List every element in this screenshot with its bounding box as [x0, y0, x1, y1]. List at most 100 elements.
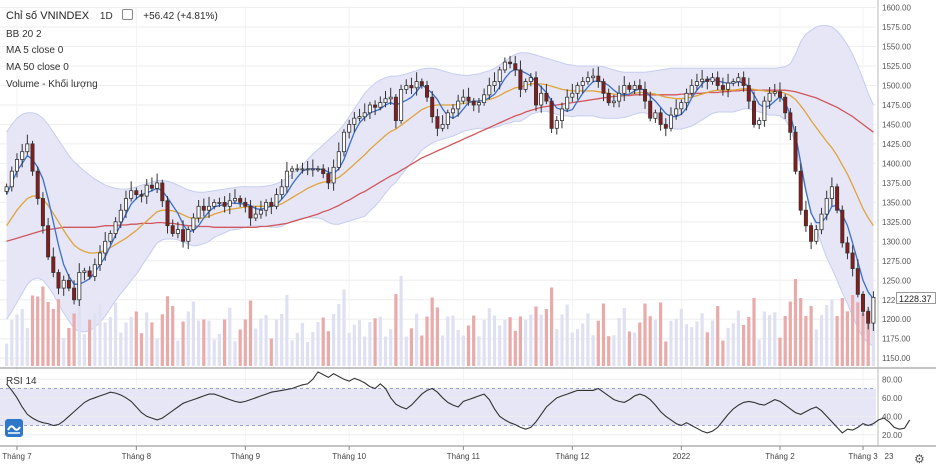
x-tick-label: Tháng 12	[555, 452, 589, 461]
candle	[383, 90, 388, 108]
candle	[124, 190, 129, 218]
candle	[51, 247, 56, 278]
volume-bar	[788, 301, 792, 366]
volume-bar	[555, 329, 559, 366]
candle-body	[528, 77, 533, 82]
candle-body	[393, 96, 398, 121]
indicator-rsi[interactable]: RSI 14	[6, 376, 37, 387]
candle-body	[466, 96, 471, 102]
candle-body	[502, 61, 507, 71]
candle	[549, 97, 554, 134]
candle-body	[124, 198, 129, 211]
volume-bar	[487, 308, 491, 366]
volume-bar	[389, 329, 393, 366]
candle-body	[66, 279, 71, 289]
candle	[783, 94, 788, 119]
volume-bar	[524, 320, 528, 366]
price-tick-label: 1175.00	[882, 335, 911, 344]
candle-body	[861, 293, 866, 312]
candle	[186, 226, 191, 250]
volume-bar	[56, 299, 61, 366]
x-tick-label: Tháng 8	[122, 452, 152, 461]
volume-bar	[560, 314, 564, 366]
volume-bar	[716, 306, 720, 366]
volume-bar	[10, 320, 14, 366]
candle-body	[492, 81, 497, 86]
candle	[653, 109, 658, 123]
candle	[258, 200, 263, 219]
volume-bar	[762, 311, 766, 366]
candle	[310, 159, 315, 177]
candle	[77, 263, 82, 306]
candle	[129, 181, 134, 202]
indicator-bb[interactable]: BB 20 2	[6, 29, 42, 40]
volume-bars	[5, 276, 875, 366]
candle-body	[606, 92, 611, 104]
volume-bar	[866, 309, 870, 366]
candle-body	[871, 296, 876, 324]
volume-bar	[565, 304, 569, 366]
candle	[414, 72, 419, 96]
indicator-ma5[interactable]: MA 5 close 0	[6, 45, 64, 56]
gear-icon[interactable]: ⚙	[914, 452, 925, 466]
x-tick-label: Tháng 9	[231, 452, 261, 461]
candle-body	[611, 100, 616, 104]
price-tick-label: 1550.00	[882, 43, 911, 52]
volume-bar	[82, 334, 86, 366]
candle	[798, 163, 803, 215]
volume-bar	[809, 306, 813, 366]
candle	[658, 108, 663, 131]
candle	[264, 199, 269, 217]
candle-body	[269, 201, 274, 207]
candle-body	[845, 242, 850, 254]
volume-bar	[586, 313, 590, 366]
candle-body	[840, 209, 845, 244]
volume-bar	[223, 319, 227, 366]
candle	[92, 258, 97, 282]
candle	[835, 183, 840, 214]
indicator-volume[interactable]: Volume - Khối lượng	[6, 79, 98, 90]
candle	[336, 142, 341, 171]
candle-body	[315, 168, 320, 171]
candle-body	[284, 170, 289, 188]
candle	[82, 267, 87, 281]
candle-body	[679, 102, 684, 110]
volume-bar	[591, 335, 595, 366]
candle-body	[305, 168, 310, 171]
candle-body	[326, 173, 331, 184]
candle	[347, 119, 352, 139]
volume-bar	[207, 320, 211, 366]
candle-body	[274, 194, 279, 207]
candle-body	[347, 124, 352, 133]
candle	[155, 173, 160, 194]
candle	[611, 94, 616, 108]
volume-bar	[306, 342, 310, 366]
candle-body	[767, 92, 772, 102]
candle-body	[77, 272, 82, 301]
candle	[461, 89, 466, 105]
candle-body	[118, 209, 123, 223]
candle	[523, 78, 528, 93]
volume-bar	[726, 327, 730, 366]
candle-body	[30, 143, 35, 172]
volume-bar	[736, 310, 740, 366]
candle-body	[560, 108, 565, 122]
candle	[648, 91, 653, 122]
candle	[741, 71, 746, 92]
interval-label[interactable]: 1D	[99, 11, 113, 22]
candle	[56, 269, 61, 295]
candle-body	[191, 217, 196, 230]
candle	[627, 82, 632, 93]
indicator-ma50[interactable]: MA 50 close 0	[6, 62, 69, 73]
candle-body	[35, 170, 40, 199]
volume-bar	[534, 306, 538, 366]
candle	[710, 73, 715, 85]
volume-bar	[373, 318, 377, 366]
volume-bar	[36, 296, 40, 366]
volume-bar	[30, 295, 35, 366]
logo-icon[interactable]	[5, 419, 23, 437]
candle	[726, 73, 731, 98]
volume-bar	[300, 323, 304, 366]
collapse-icon[interactable]	[121, 9, 133, 20]
